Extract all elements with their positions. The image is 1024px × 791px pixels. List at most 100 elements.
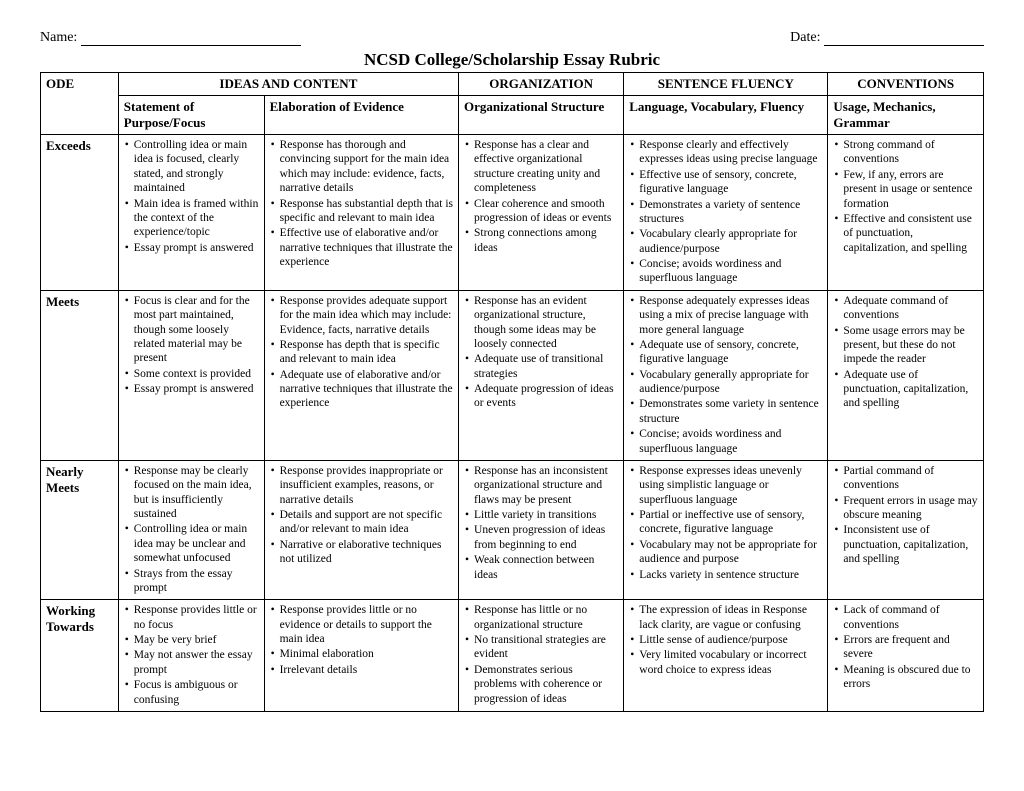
date-blank [824,32,984,46]
bullet-item: Response has an evident organizational s… [464,294,618,352]
cell: Response provides inappropriate or insuf… [264,460,458,599]
sub-header-row: Statement of Purpose/Focus Elaboration o… [41,96,984,135]
bullet-item: Strays from the essay prompt [124,567,259,596]
bullet-item: Few, if any, errors are present in usage… [833,168,978,211]
bullet-item: Response has an inconsistent organizatio… [464,464,618,507]
cell: Response has a clear and effective organ… [459,135,624,291]
cell: Adequate command of conventionsSome usag… [828,290,984,460]
bullet-item: Minimal elaboration [270,647,453,661]
bullet-item: Response has little or no organizational… [464,603,618,632]
bullet-item: Response clearly and effectively express… [629,138,822,167]
bullet-item: Adequate command of conventions [833,294,978,323]
sub-org: Organizational Structure [459,96,624,135]
cell: Partial command of conventionsFrequent e… [828,460,984,599]
cell: Response adequately expresses ideas usin… [624,290,828,460]
bullet-item: Weak connection between ideas [464,553,618,582]
cell: Strong command of conventionsFew, if any… [828,135,984,291]
bullet-item: Response may be clearly focused on the m… [124,464,259,522]
col-org: ORGANIZATION [459,73,624,96]
bullet-item: Response has thorough and convincing sup… [270,138,453,196]
sub-usage: Usage, Mechanics, Grammar [828,96,984,135]
cell: Response has an evident organizational s… [459,290,624,460]
row-working: Working Towards Response provides little… [41,600,984,712]
bullet-item: The expression of ideas in Response lack… [629,603,822,632]
bullet-item: Response has depth that is specific and … [270,338,453,367]
cell: The expression of ideas in Response lack… [624,600,828,712]
bullet-item: Focus is clear and for the most part mai… [124,294,259,366]
bullet-item: Lack of command of conventions [833,603,978,632]
bullet-item: Frequent errors in usage may obscure mea… [833,494,978,523]
bullet-item: Response has substantial depth that is s… [270,197,453,226]
bullet-item: Demonstrates serious problems with coher… [464,663,618,706]
bullet-item: May be very brief [124,633,259,647]
bullet-item: Response expresses ideas unevenly using … [629,464,822,507]
cell: Response has thorough and convincing sup… [264,135,458,291]
bullet-item: Response provides adequate support for t… [270,294,453,337]
bullet-item: Strong connections among ideas [464,226,618,255]
bullet-item: Controlling idea or main idea may be unc… [124,522,259,565]
bullet-item: Errors are frequent and severe [833,633,978,662]
bullet-item: Little variety in transitions [464,508,618,522]
sub-evidence: Elaboration of Evidence [264,96,458,135]
row-nearly: Nearly Meets Response may be clearly foc… [41,460,984,599]
cell: Response may be clearly focused on the m… [118,460,264,599]
name-label: Name: [40,30,77,45]
cell: Focus is clear and for the most part mai… [118,290,264,460]
bullet-item: Adequate use of transitional strategies [464,352,618,381]
col-ode: ODE [41,73,119,135]
rubric-table: ODE IDEAS AND CONTENT ORGANIZATION SENTE… [40,72,984,712]
col-conv: CONVENTIONS [828,73,984,96]
bullet-item: Effective and consistent use of punctuat… [833,212,978,255]
cell: Lack of command of conventionsErrors are… [828,600,984,712]
cell: Response expresses ideas unevenly using … [624,460,828,599]
col-ideas: IDEAS AND CONTENT [118,73,458,96]
bullet-item: Essay prompt is answered [124,382,259,396]
bullet-item: Adequate use of sensory, concrete, figur… [629,338,822,367]
row-exceeds: Exceeds Controlling idea or main idea is… [41,135,984,291]
cell: Response provides adequate support for t… [264,290,458,460]
cell: Response has little or no organizational… [459,600,624,712]
bullet-item: Strong command of conventions [833,138,978,167]
bullet-item: Meaning is obscured due to errors [833,663,978,692]
bullet-item: Effective use of elaborative and/or narr… [270,226,453,269]
level-meets: Meets [41,290,119,460]
cell: Response provides little or no focusMay … [118,600,264,712]
bullet-item: Response provides little or no focus [124,603,259,632]
bullet-item: Clear coherence and smooth progression o… [464,197,618,226]
bullet-item: Response adequately expresses ideas usin… [629,294,822,337]
bullet-item: Demonstrates some variety in sentence st… [629,397,822,426]
bullet-item: Concise; avoids wordiness and superfluou… [629,257,822,286]
col-fluency: SENTENCE FLUENCY [624,73,828,96]
bullet-item: Demonstrates a variety of sentence struc… [629,198,822,227]
bullet-item: Vocabulary may not be appropriate for au… [629,538,822,567]
bullet-item: Main idea is framed within the context o… [124,197,259,240]
bullet-item: Some context is provided [124,367,259,381]
bullet-item: Adequate use of punctuation, capitalizat… [833,368,978,411]
bullet-item: Essay prompt is answered [124,241,259,255]
name-blank [81,32,301,46]
bullet-item: Response provides inappropriate or insuf… [270,464,453,507]
name-field: Name: [40,30,301,46]
bullet-item: Partial or ineffective use of sensory, c… [629,508,822,537]
cell: Response has an inconsistent organizatio… [459,460,624,599]
page-title: NCSD College/Scholarship Essay Rubric [40,50,984,70]
bullet-item: Little sense of audience/purpose [629,633,822,647]
level-nearly: Nearly Meets [41,460,119,599]
bullet-item: Response provides little or no evidence … [270,603,453,646]
date-field: Date: [790,30,984,46]
bullet-item: Uneven progression of ideas from beginni… [464,523,618,552]
bullet-item: Vocabulary clearly appropriate for audie… [629,227,822,256]
cell: Controlling idea or main idea is focused… [118,135,264,291]
bullet-item: Very limited vocabulary or incorrect wor… [629,648,822,677]
bullet-item: Some usage errors may be present, but th… [833,324,978,367]
sub-purpose: Statement of Purpose/Focus [118,96,264,135]
bullet-item: Irrelevant details [270,663,453,677]
bullet-item: Narrative or elaborative techniques not … [270,538,453,567]
header-fields: Name: Date: [40,30,984,46]
bullet-item: Focus is ambiguous or confusing [124,678,259,707]
level-working: Working Towards [41,600,119,712]
cell: Response clearly and effectively express… [624,135,828,291]
bullet-item: Vocabulary generally appropriate for aud… [629,368,822,397]
bullet-item: Effective use of sensory, concrete, figu… [629,168,822,197]
bullet-item: Inconsistent use of punctuation, capital… [833,523,978,566]
